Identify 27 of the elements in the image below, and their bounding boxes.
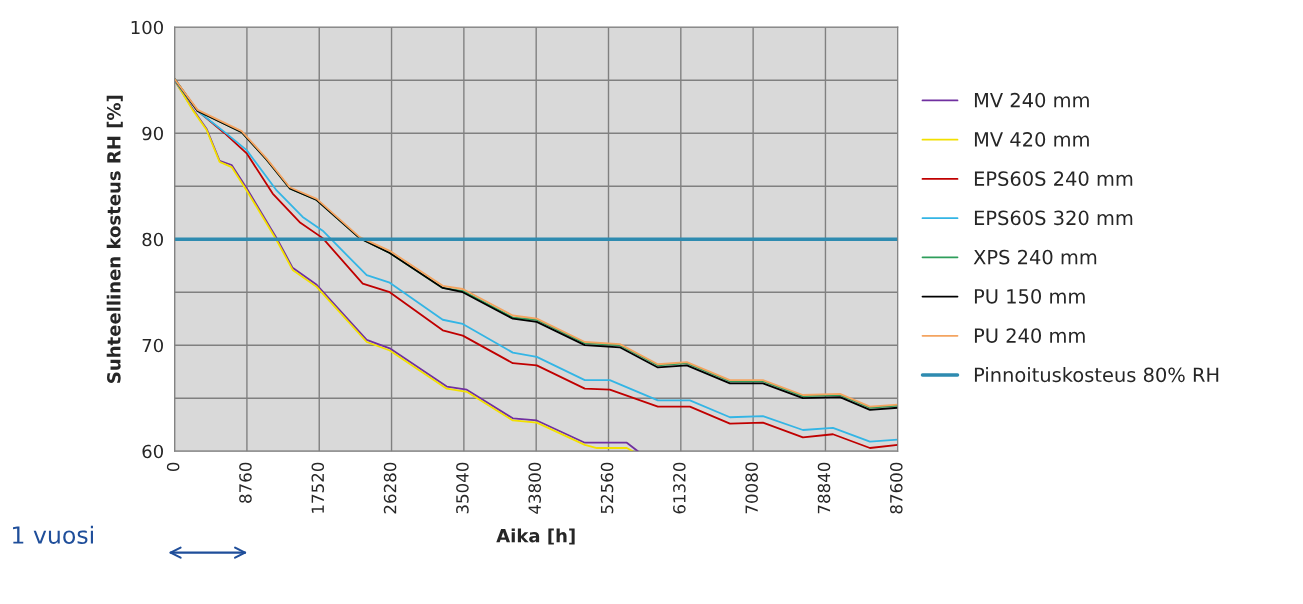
- y-tick-label: 60: [142, 444, 163, 459]
- x-tick-label: 43800: [528, 462, 542, 514]
- legend-label: PU 240 mm: [974, 328, 1085, 343]
- legend-label: EPS60S 240 mm: [974, 171, 1133, 186]
- x-tick-label: 61320: [673, 462, 686, 514]
- y-tick-label: 90: [142, 126, 163, 141]
- x-axis-title: Aika [h]: [496, 528, 575, 545]
- x-tick-label: 8760: [239, 462, 252, 503]
- x-tick-label: 78840: [817, 462, 831, 514]
- x-tick-label: 35040: [456, 462, 469, 514]
- legend-label: Pinnoituskosteus 80% RH: [974, 367, 1219, 383]
- legend-label: PU 150 mm: [974, 288, 1085, 304]
- legend-label: MV 420 mm: [974, 132, 1089, 147]
- y-tick-label: 100: [131, 20, 163, 35]
- legend-label: MV 240 mm: [974, 92, 1089, 108]
- x-tick-label: 0: [166, 462, 180, 472]
- x-tick-label: 70080: [745, 462, 758, 514]
- y-tick-label: 70: [142, 338, 163, 353]
- legend-label: EPS60S 320 mm: [974, 210, 1133, 226]
- x-tick-label: 52560: [600, 462, 614, 514]
- y-tick-label: 80: [142, 232, 163, 247]
- text: 1 vuosi: [13, 525, 93, 544]
- x-tick-label: 17520: [311, 462, 325, 513]
- legend-label: XPS 240 mm: [973, 249, 1097, 265]
- y-axis-title: Suhteellinen kosteus RH [%]: [106, 95, 123, 383]
- x-tick-label: 26280: [383, 462, 397, 514]
- x-tick-label: 87600: [890, 462, 903, 514]
